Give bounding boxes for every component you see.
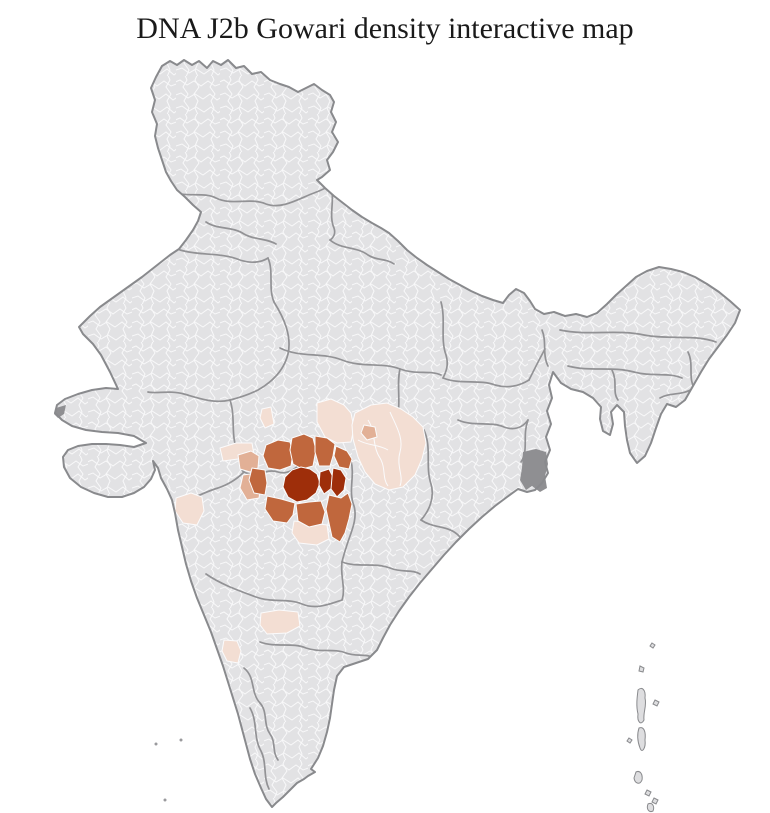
density-tier-medium <box>248 433 353 543</box>
page-title: DNA J2b Gowari density interactive map <box>136 12 634 45</box>
district-high[interactable] <box>282 466 321 503</box>
district-very-low[interactable] <box>221 639 242 664</box>
district-medium[interactable] <box>295 500 326 528</box>
district-medium[interactable] <box>333 445 353 470</box>
district-medium[interactable] <box>314 435 336 467</box>
density-cluster <box>174 398 427 664</box>
andaman-nicobar-islands <box>626 642 660 812</box>
state-borders <box>147 183 717 790</box>
district-very-low[interactable] <box>259 406 275 429</box>
district-low[interactable] <box>237 450 260 473</box>
district-high[interactable] <box>330 467 347 498</box>
sundarbans-delta <box>520 449 548 492</box>
district-very-low[interactable] <box>174 492 205 526</box>
lakshadweep-islands <box>154 738 183 802</box>
district-low[interactable] <box>360 424 378 441</box>
district-medium[interactable] <box>325 492 353 543</box>
density-tier-very-low <box>174 398 427 664</box>
density-tier-high <box>282 466 347 503</box>
district-medium[interactable] <box>262 439 294 471</box>
district-medium[interactable] <box>264 495 296 524</box>
district-medium[interactable] <box>248 467 268 496</box>
district-very-low[interactable] <box>259 609 301 635</box>
district-medium[interactable] <box>289 433 317 470</box>
